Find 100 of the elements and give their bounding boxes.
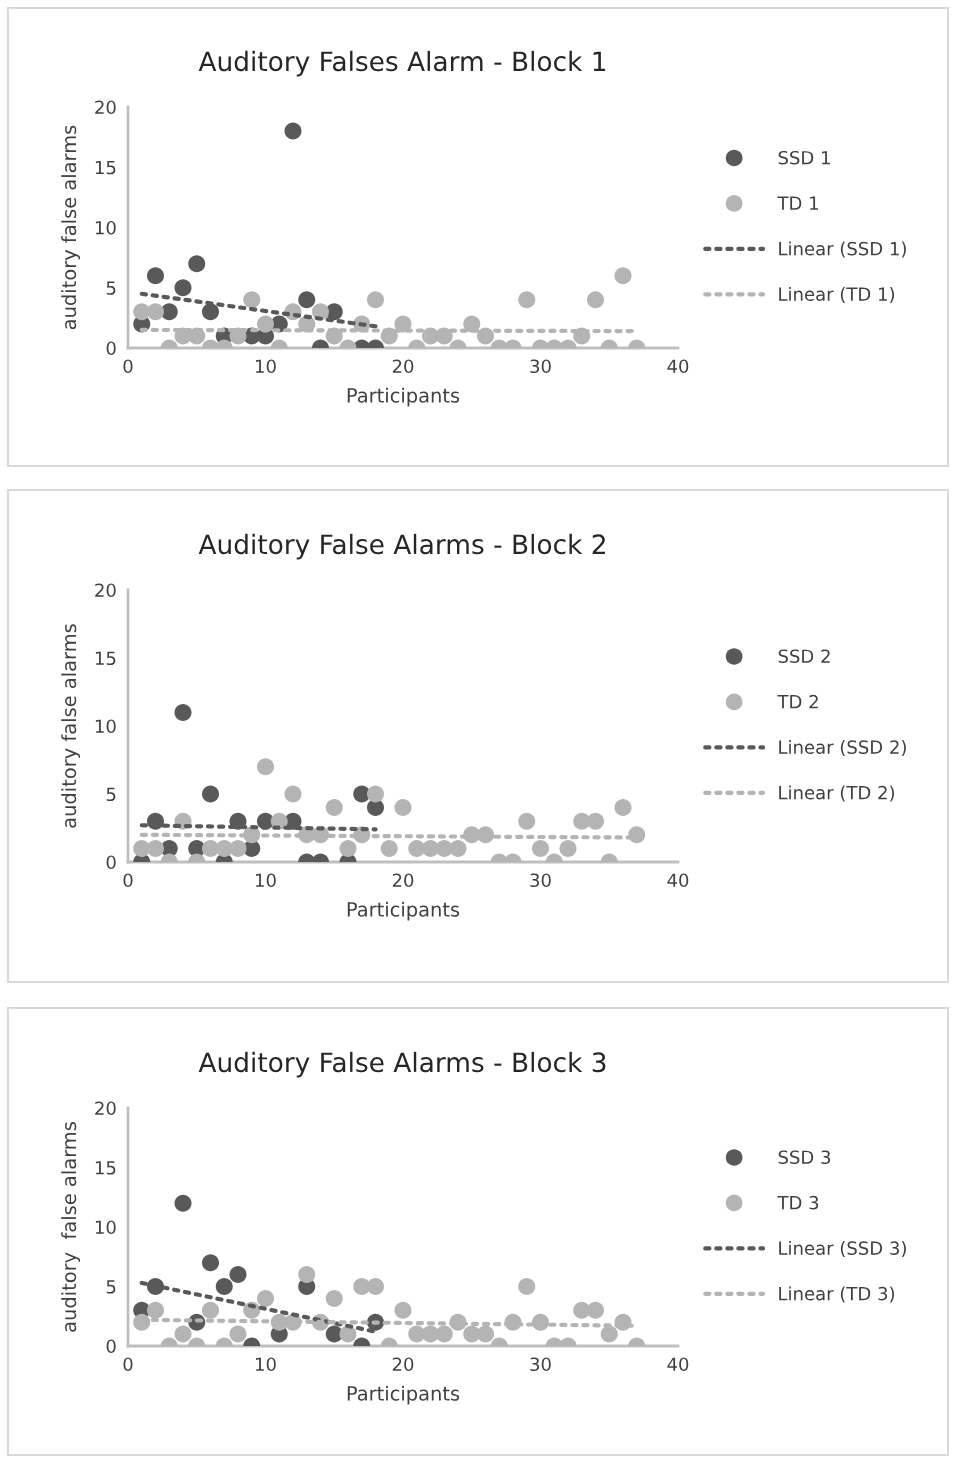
point — [201, 785, 220, 803]
point — [449, 839, 467, 857]
x-tick-label: 20 — [392, 359, 414, 374]
point — [435, 1325, 453, 1343]
y-tick-label: 10 — [95, 1220, 116, 1235]
legend-label: TD 2 — [777, 694, 818, 709]
x-tick-label: 40 — [667, 873, 689, 888]
point — [325, 799, 343, 817]
x-tick-label: 40 — [667, 359, 689, 374]
point — [518, 291, 536, 309]
legend-label: Linear (TD 3) — [779, 1286, 895, 1303]
point — [298, 291, 316, 309]
point — [201, 303, 220, 321]
y-axis-title: auditory false alarms — [61, 1122, 81, 1332]
legend-label: SSD 2 — [778, 649, 830, 664]
point — [146, 303, 165, 321]
point — [586, 1301, 605, 1319]
y-tick-label: 5 — [106, 281, 116, 295]
point — [380, 839, 398, 857]
point — [174, 279, 192, 297]
point — [146, 267, 165, 285]
point — [215, 839, 233, 857]
point — [256, 758, 275, 776]
point — [614, 799, 632, 817]
point — [174, 1194, 192, 1212]
x-tick-label: 30 — [530, 359, 551, 374]
point — [146, 1301, 165, 1319]
point — [394, 1301, 412, 1319]
legend-label: SSD 3 — [778, 1150, 831, 1165]
point — [146, 839, 165, 857]
point — [256, 1289, 275, 1307]
x-tick-label: 10 — [256, 873, 276, 888]
point — [339, 839, 357, 857]
y-axis-title: auditory false alarms — [61, 125, 81, 330]
x-axis-title: Participants — [347, 387, 460, 407]
x-axis-title: Participants — [347, 1385, 460, 1405]
y-tick-label: 20 — [95, 1101, 116, 1116]
point — [531, 839, 550, 857]
legend-label: TD 1 — [777, 196, 818, 210]
y-tick-label: 5 — [106, 787, 116, 802]
legend-label: Linear (SSD 1) — [779, 241, 906, 258]
point — [229, 1266, 247, 1284]
x-tick-label: 30 — [530, 873, 551, 888]
y-tick-label: 20 — [95, 100, 116, 115]
point — [201, 1254, 220, 1272]
point — [201, 1301, 220, 1319]
point — [614, 267, 632, 285]
point — [366, 291, 385, 309]
x-tick-label: 10 — [256, 1357, 276, 1372]
legend-label: Linear (TD 1) — [779, 286, 895, 304]
point — [243, 291, 261, 309]
legend-label: SSD 1 — [778, 150, 830, 165]
y-tick-label: 10 — [95, 220, 116, 235]
point — [394, 799, 412, 817]
point — [518, 1277, 536, 1296]
y-tick-label: 10 — [95, 719, 116, 734]
y-tick-label: 5 — [106, 1280, 116, 1294]
point — [600, 1325, 618, 1343]
point — [229, 1325, 247, 1343]
x-tick-label: 0 — [123, 1357, 133, 1372]
y-tick-label: 0 — [106, 341, 116, 356]
point — [284, 785, 302, 803]
legend-label: Linear (SSD 2) — [779, 739, 906, 757]
point — [518, 812, 536, 830]
x-tick-label: 0 — [123, 359, 133, 374]
legend-label: Linear (TD 2) — [779, 785, 895, 802]
x-tick-label: 10 — [256, 359, 276, 374]
chart-title: Auditory False Alarms - Block 3 — [198, 1051, 606, 1078]
x-axis-title: Participants — [347, 901, 460, 921]
point — [325, 1289, 343, 1307]
y-tick-label: 0 — [106, 1339, 116, 1354]
point — [188, 255, 206, 273]
point — [586, 291, 605, 309]
y-axis-title: auditory false alarms — [61, 624, 81, 828]
y-tick-label: 20 — [95, 583, 116, 598]
point — [298, 1266, 316, 1284]
y-tick-label: 15 — [95, 1161, 116, 1175]
x-tick-label: 40 — [667, 1357, 689, 1372]
y-tick-label: 15 — [95, 651, 116, 666]
point — [174, 703, 192, 721]
chart-title: Auditory Falses Alarm - Block 1 — [198, 50, 606, 77]
x-tick-label: 30 — [530, 1357, 551, 1372]
x-tick-label: 0 — [123, 873, 133, 888]
point — [476, 1325, 495, 1343]
point — [366, 1277, 385, 1296]
point — [174, 1325, 192, 1343]
point — [435, 839, 453, 857]
chart-title: Auditory False Alarms - Block 2 — [198, 533, 605, 560]
legend-label: Linear (SSD 3) — [779, 1240, 906, 1258]
point — [559, 839, 577, 857]
y-tick-label: 0 — [106, 855, 116, 870]
x-tick-label: 20 — [392, 873, 414, 888]
point — [586, 812, 605, 830]
legend-label: TD 3 — [777, 1195, 819, 1210]
point — [215, 1277, 233, 1296]
y-tick-label: 15 — [95, 160, 116, 175]
x-tick-label: 20 — [392, 1357, 414, 1372]
point — [366, 785, 385, 803]
point — [284, 122, 302, 140]
point — [229, 839, 247, 857]
